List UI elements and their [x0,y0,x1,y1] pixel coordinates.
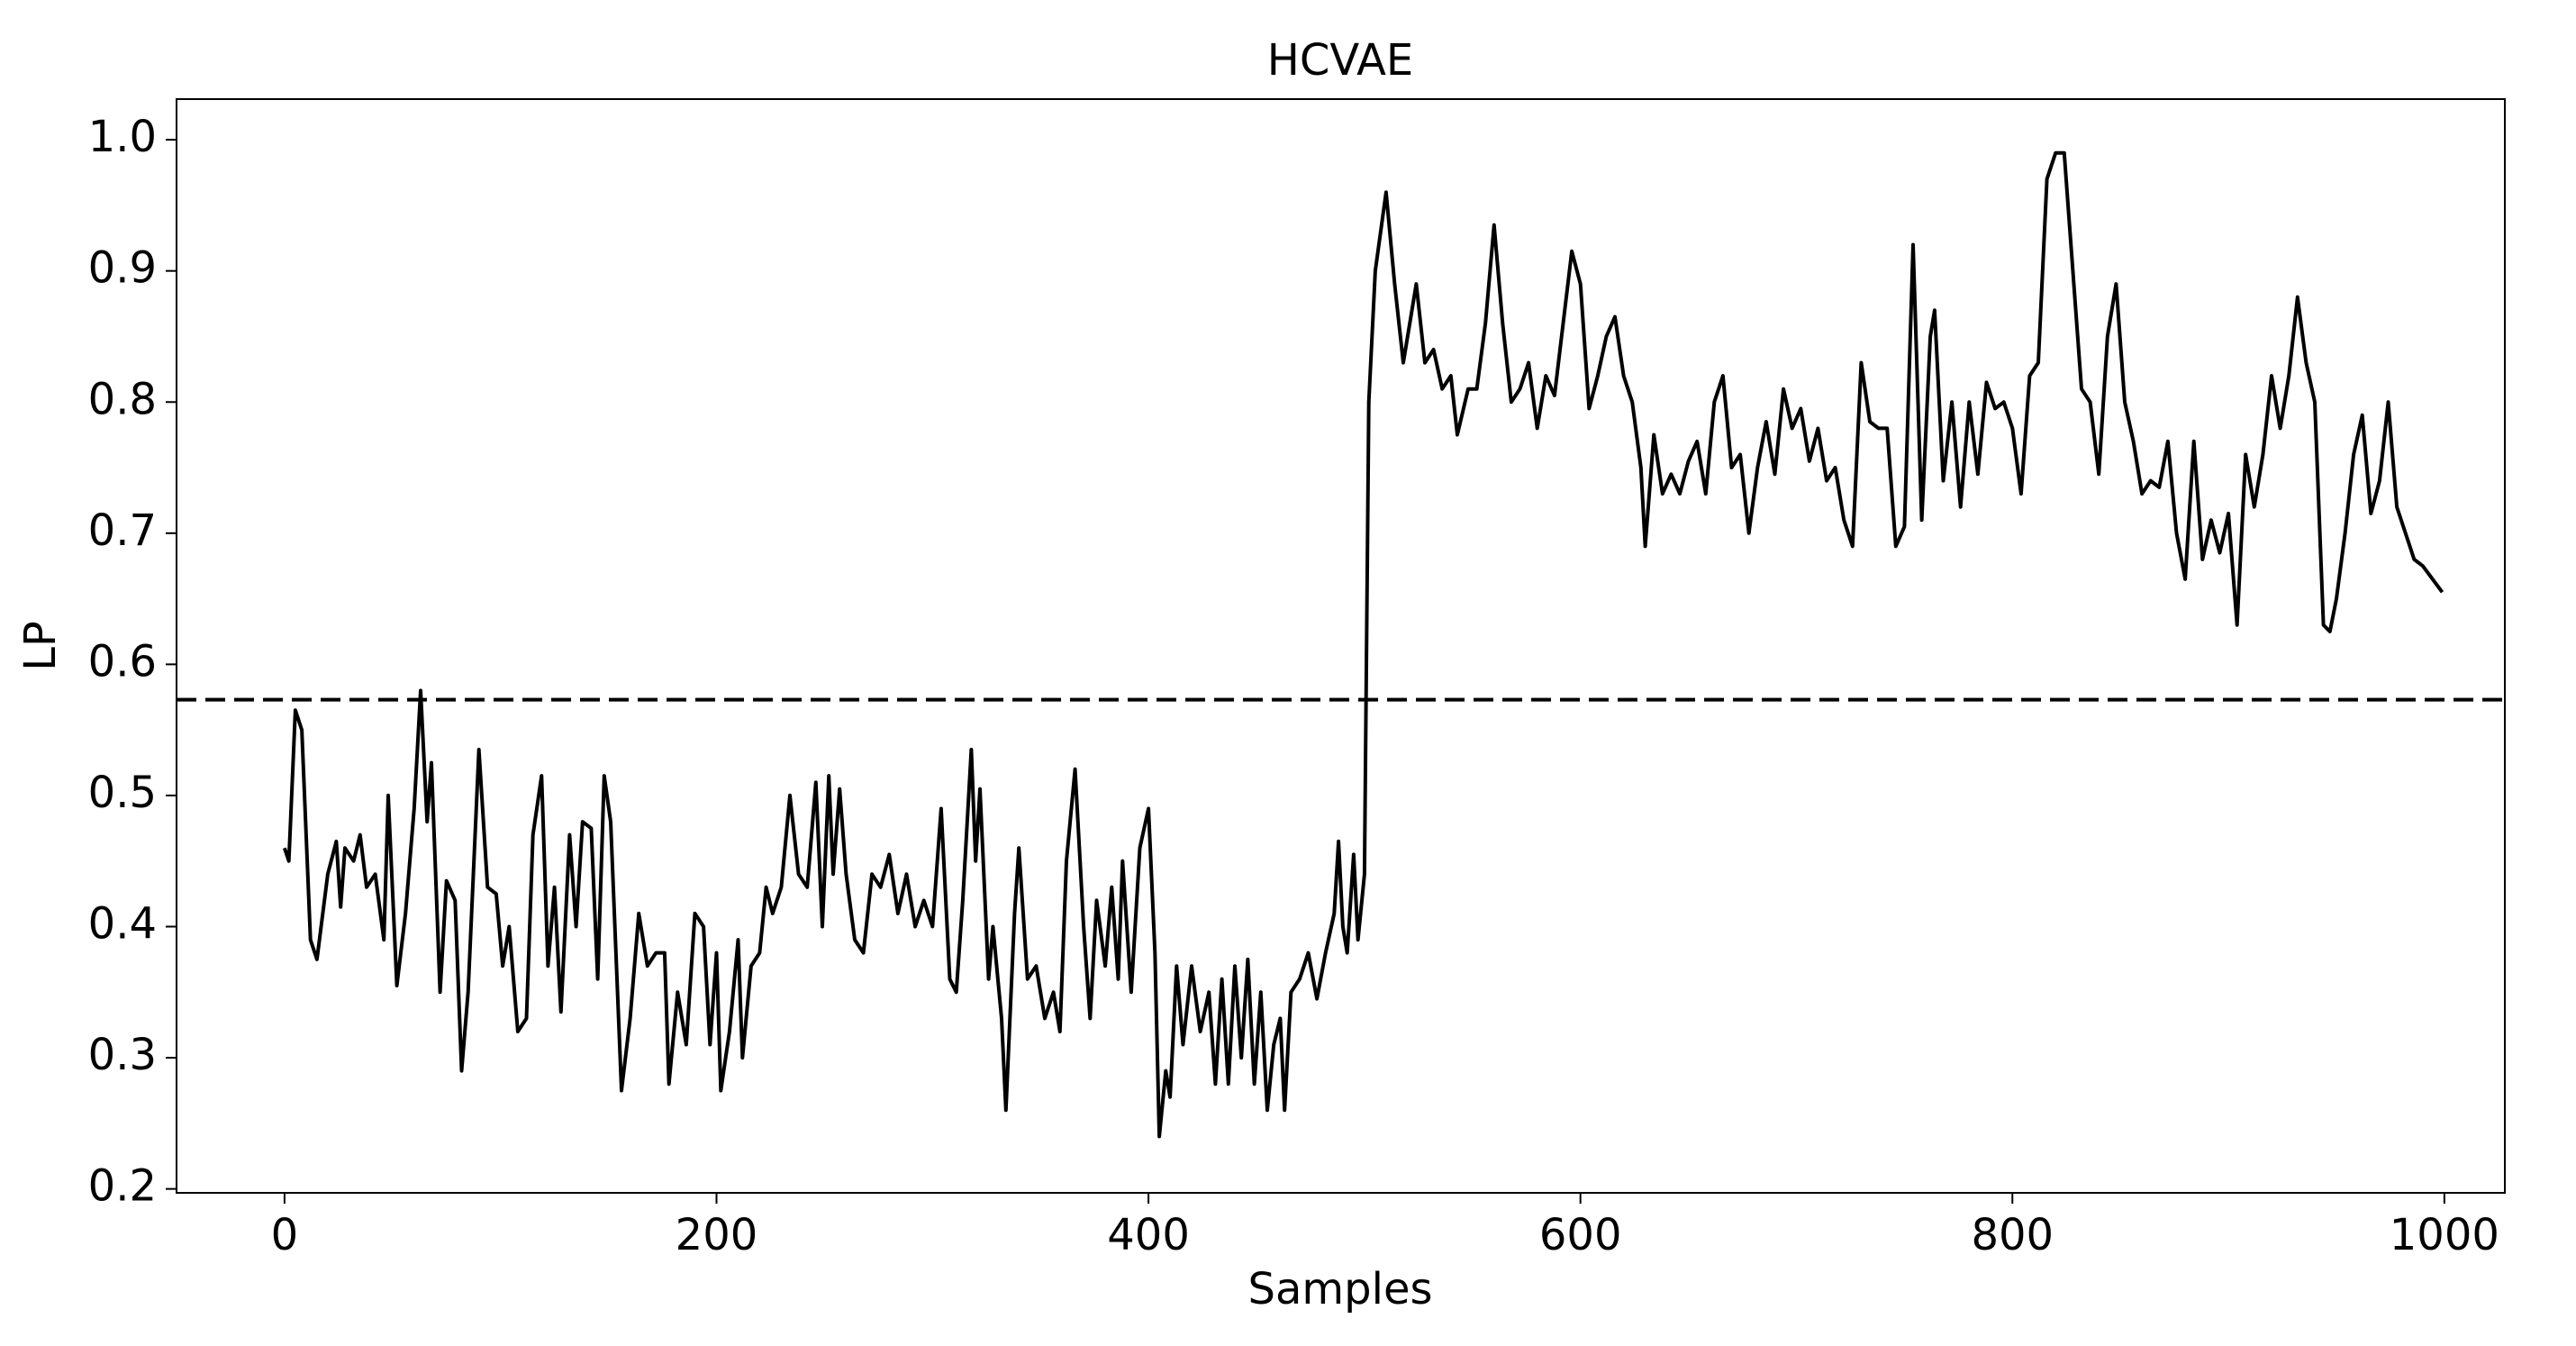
x-tick-label: 400 [1107,1210,1190,1260]
y-tick-label: 0.4 [88,899,157,950]
data-line [283,150,2444,1139]
x-tick-label: 600 [1539,1210,1622,1260]
y-tick-label: 0.3 [88,1030,157,1080]
x-tick-label: 1000 [2390,1210,2499,1260]
y-tick-label: 0.2 [88,1161,157,1212]
x-axis-label: Samples [1248,1264,1433,1314]
y-tick-label: 0.7 [88,505,157,556]
y-tick-label: 1.0 [88,112,157,162]
chart-title: HCVAE [1267,35,1414,86]
x-tick-label: 0 [271,1210,299,1260]
y-tick-label: 0.9 [88,243,157,294]
y-axis-label: LP [15,621,66,671]
plot-frame [176,98,2506,1194]
y-tick-label: 0.6 [88,636,157,687]
y-tick-label: 0.5 [88,768,157,818]
x-tick-label: 800 [1971,1210,2054,1260]
y-tick-label: 0.8 [88,374,157,424]
x-tick-label: 200 [676,1210,758,1260]
